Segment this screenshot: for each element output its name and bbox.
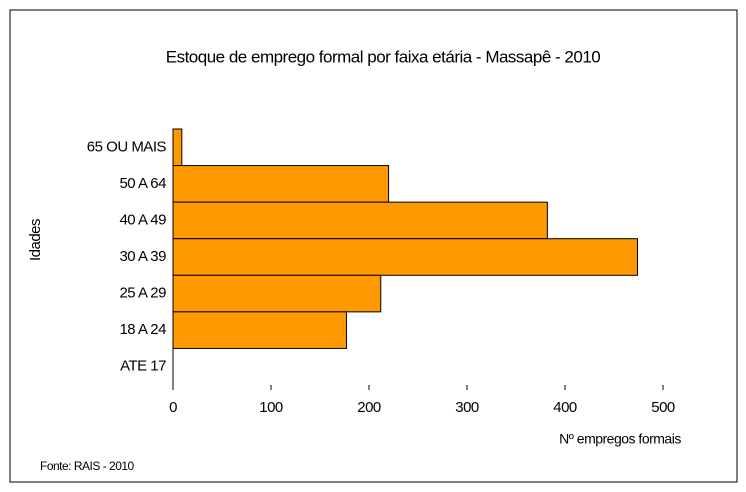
y-tick-label: 18 A 24 xyxy=(119,321,166,338)
y-axis-label: Idades xyxy=(27,219,44,261)
y-tick-label: 40 A 49 xyxy=(119,211,166,228)
y-tick-label: 25 A 29 xyxy=(119,285,166,302)
bar xyxy=(172,165,390,203)
bar xyxy=(172,201,548,240)
y-tick-label: 65 OU MAIS xyxy=(87,138,167,155)
x-tick-label: 500 xyxy=(651,399,675,416)
x-tick-label: 0 xyxy=(169,399,177,416)
x-tick-label: 300 xyxy=(455,399,479,416)
bar xyxy=(172,238,639,276)
x-tick-label: 400 xyxy=(553,399,577,416)
x-axis-label: Nº empregos formais xyxy=(559,431,681,447)
y-tick-label: 30 A 39 xyxy=(119,248,166,265)
bar xyxy=(172,274,382,313)
bar xyxy=(172,311,347,349)
y-tick-label: 50 A 64 xyxy=(119,175,166,192)
y-tick-label: ATE 17 xyxy=(120,358,166,375)
source-note: Fonte: RAIS - 2010 xyxy=(40,459,135,473)
x-tick-label: 200 xyxy=(357,399,381,416)
x-tick-label: 100 xyxy=(259,399,283,416)
chart-title: Estoque de emprego formal por faixa etár… xyxy=(166,47,601,66)
bar xyxy=(172,128,183,167)
